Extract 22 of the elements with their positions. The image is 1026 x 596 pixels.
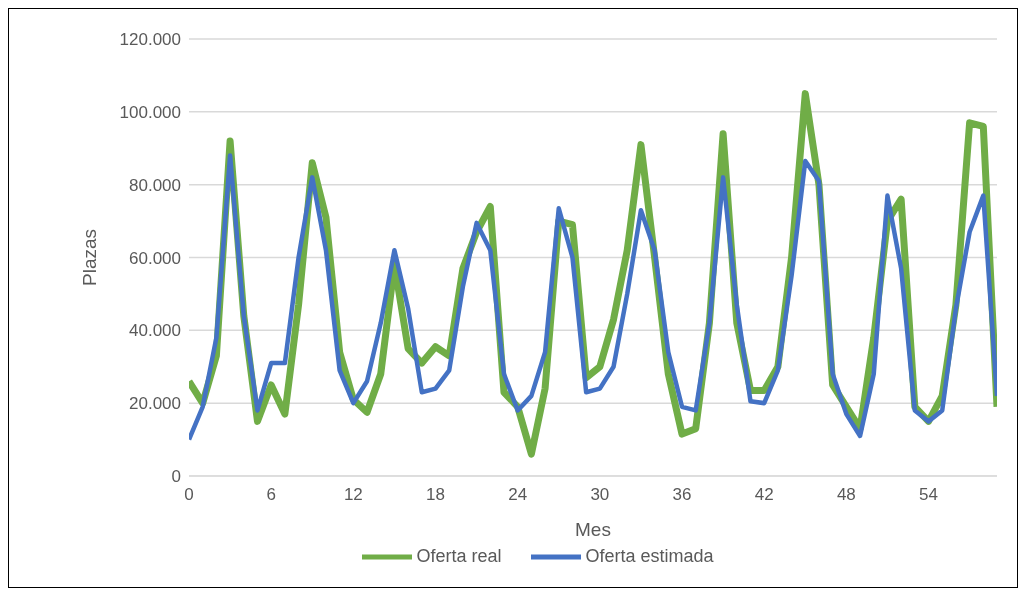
x-tick-label: 24 [508, 485, 528, 504]
x-tick-label: 12 [343, 485, 363, 504]
legend-label: Oferta real [415, 546, 502, 567]
line-series [189, 153, 997, 442]
y-tick-label: 80.000 [129, 175, 181, 195]
x-tick-label: 6 [266, 485, 276, 504]
x-tick-label: 54 [919, 485, 938, 504]
y-tick-label: 0 [171, 467, 181, 486]
x-axis-title: Mes [575, 519, 611, 540]
x-tick-label: 42 [754, 485, 774, 504]
legend-label: Oferta estimada [584, 546, 714, 567]
x-tick-label: 36 [672, 485, 692, 504]
y-tick-label: 60.000 [129, 248, 181, 268]
x-tick-label: 18 [426, 485, 445, 504]
x-tick-label: 0 [184, 485, 194, 504]
y-tick-label: 100.000 [119, 102, 181, 122]
x-tick-label: 48 [836, 485, 856, 504]
y-tick-label: 20.000 [129, 394, 181, 414]
y-tick-label: 40.000 [129, 321, 181, 341]
y-tick-label: 120.000 [119, 30, 181, 49]
y-axis-title: Plazas [78, 228, 100, 287]
x-tick-label: 30 [590, 485, 610, 504]
